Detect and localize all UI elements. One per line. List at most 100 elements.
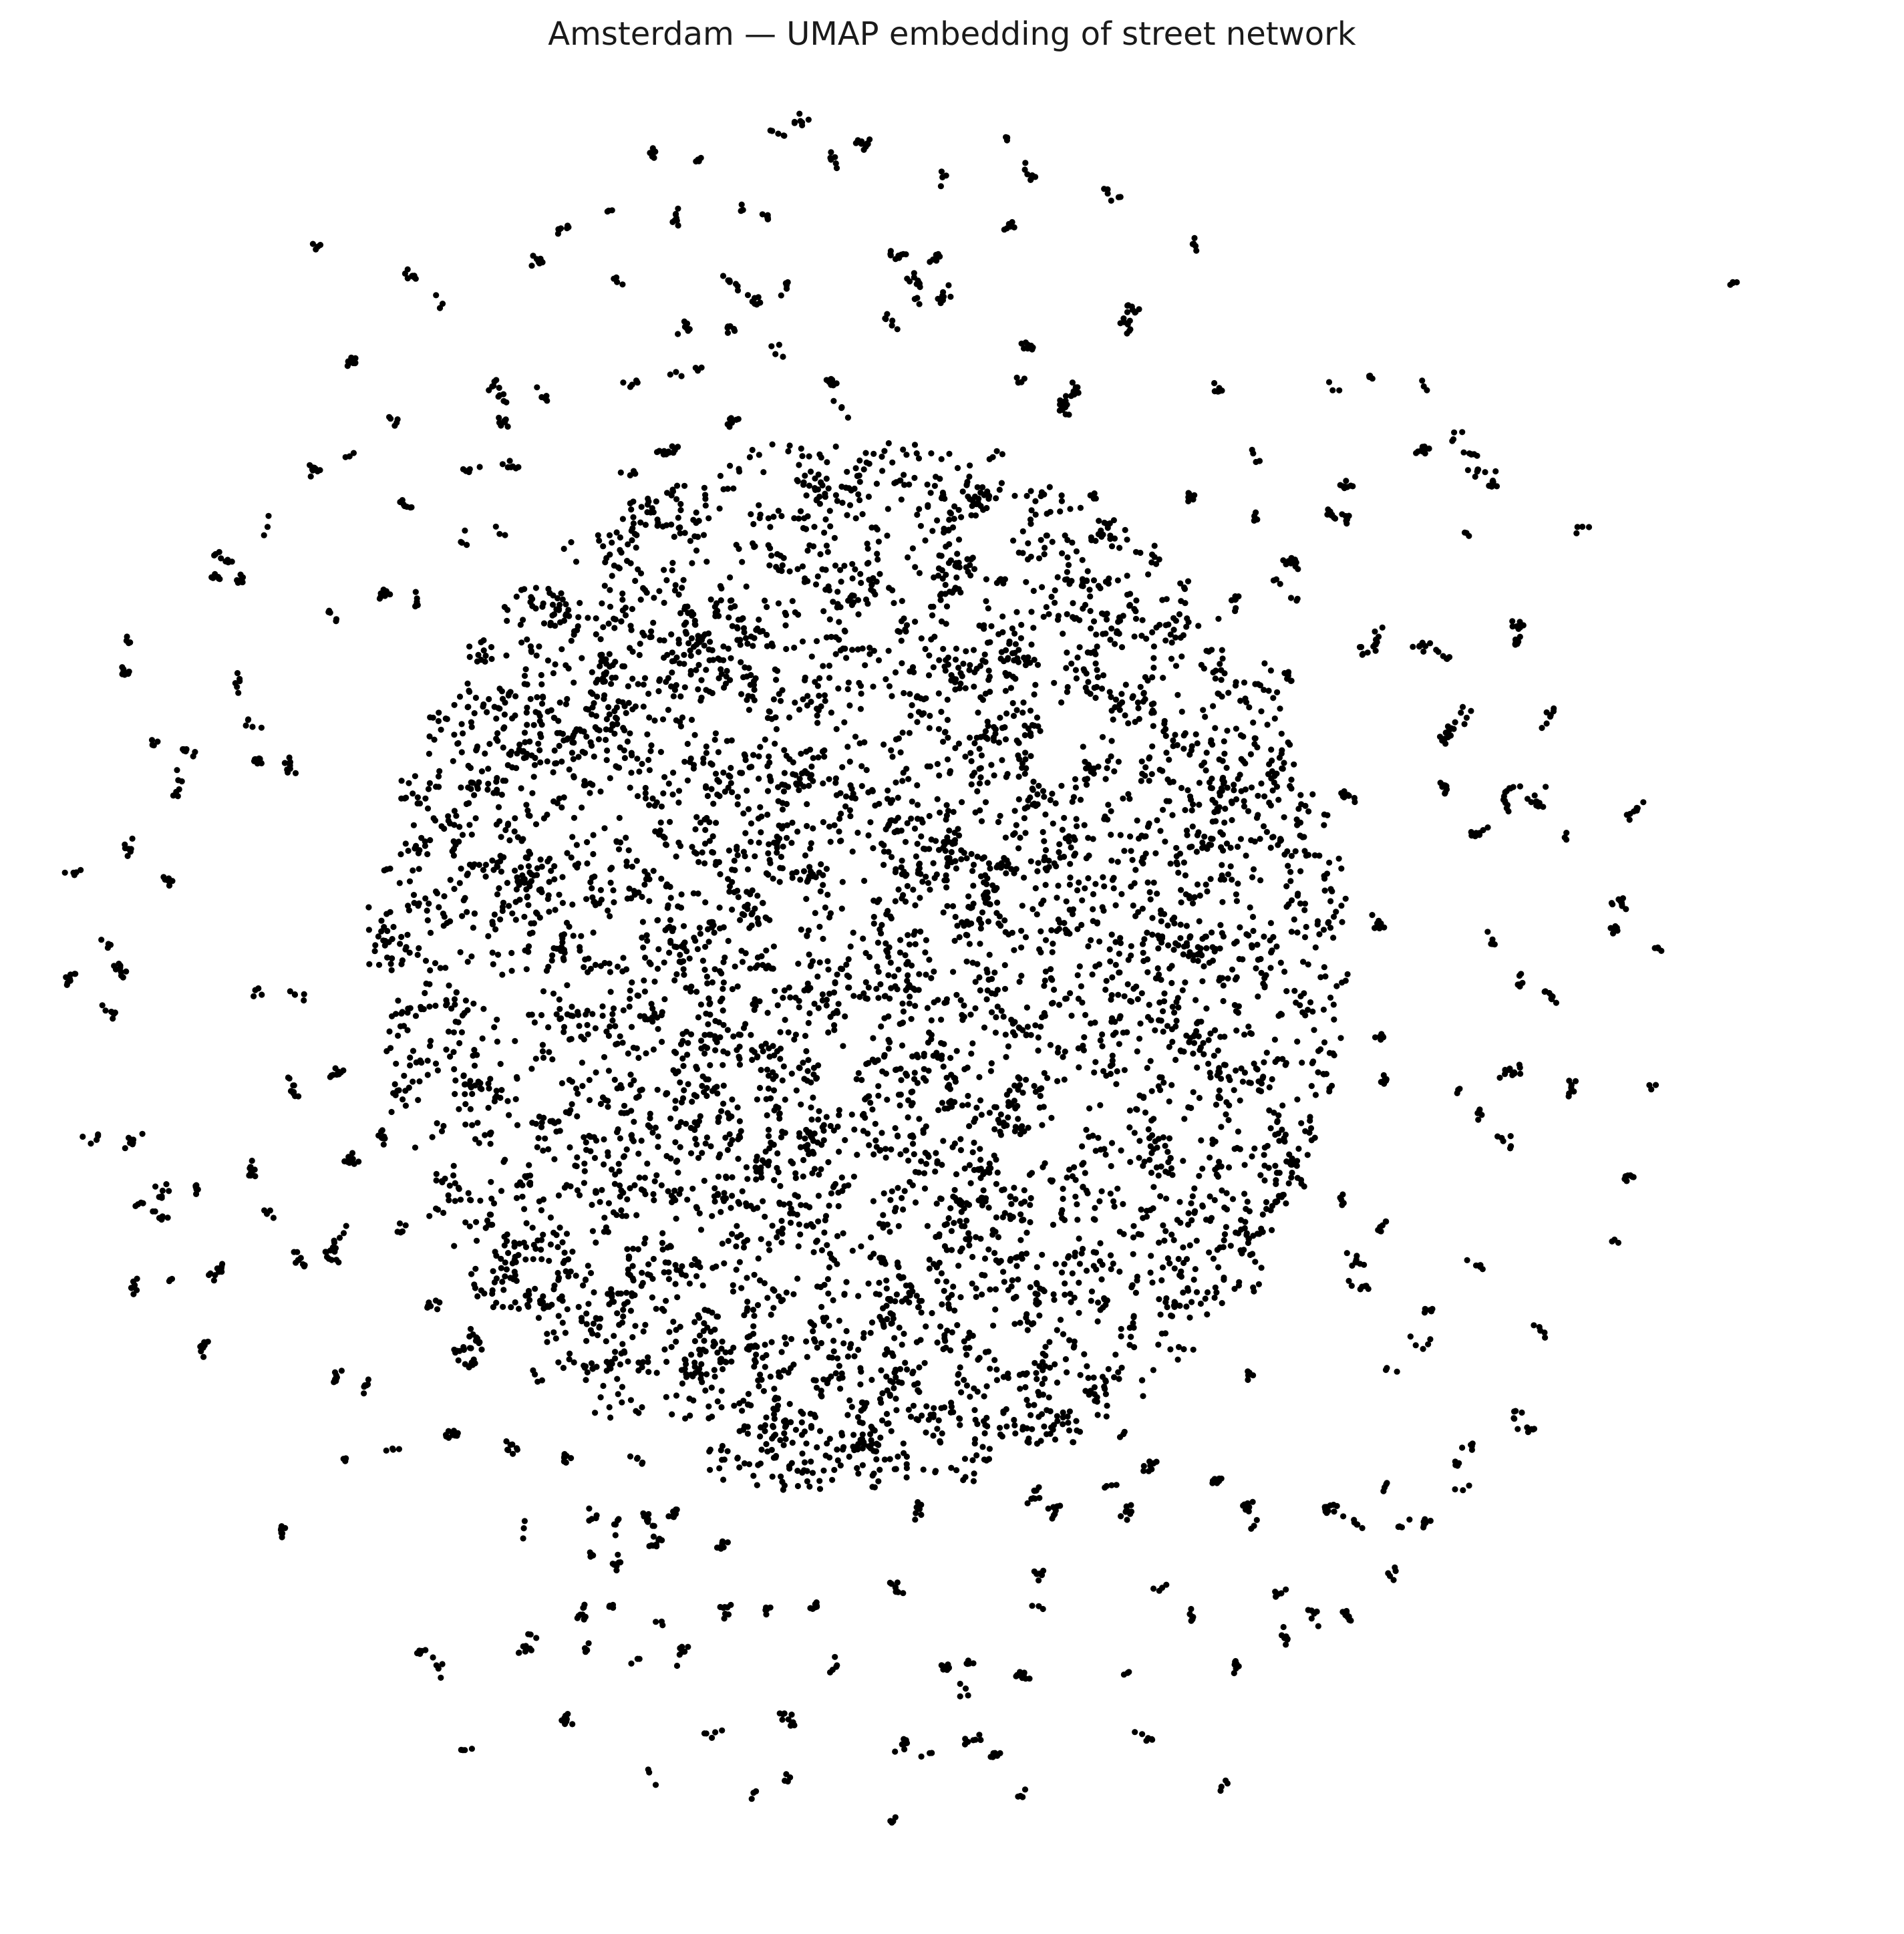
scatter-point bbox=[905, 1157, 912, 1164]
scatter-point bbox=[559, 646, 565, 653]
scatter-point bbox=[557, 1128, 563, 1134]
scatter-point bbox=[616, 1168, 623, 1174]
scatter-point bbox=[649, 1275, 656, 1282]
scatter-point bbox=[1046, 1339, 1053, 1345]
scatter-point bbox=[880, 1225, 887, 1231]
scatter-point bbox=[581, 1362, 587, 1369]
scatter-point bbox=[895, 1184, 901, 1191]
scatter-point bbox=[697, 1001, 704, 1008]
scatter-point bbox=[623, 862, 630, 869]
scatter-point bbox=[1017, 834, 1023, 841]
scatter-point bbox=[1005, 1375, 1011, 1382]
scatter-point bbox=[1180, 951, 1186, 958]
scatter-point bbox=[771, 1386, 778, 1392]
scatter-point bbox=[1083, 1267, 1090, 1274]
scatter-point bbox=[689, 1261, 695, 1269]
scatter-point bbox=[969, 1040, 976, 1047]
scatter-point bbox=[1055, 1045, 1062, 1052]
scatter-point bbox=[1066, 1166, 1073, 1173]
scatter-point bbox=[468, 831, 475, 838]
scatter-point bbox=[1166, 798, 1172, 804]
scatter-point bbox=[898, 827, 905, 834]
scatter-point bbox=[511, 1269, 518, 1275]
scatter-point bbox=[750, 1323, 757, 1329]
scatter-point bbox=[634, 756, 641, 762]
scatter-point bbox=[603, 726, 609, 733]
scatter-point bbox=[422, 989, 428, 997]
scatter-point bbox=[720, 1100, 727, 1107]
scatter-point bbox=[531, 762, 538, 768]
scatter-point bbox=[1074, 1427, 1080, 1434]
scatter-point bbox=[695, 1118, 703, 1124]
scatter-point bbox=[395, 997, 402, 1004]
scatter-point bbox=[899, 778, 906, 784]
scatter-point bbox=[434, 1120, 440, 1126]
scatter-point bbox=[944, 903, 951, 909]
scatter-point bbox=[1259, 1229, 1266, 1235]
scatter-point bbox=[380, 937, 387, 944]
scatter-point bbox=[548, 707, 554, 713]
scatter-point bbox=[1013, 609, 1020, 615]
scatter-point bbox=[406, 780, 412, 786]
scatter-point bbox=[843, 961, 850, 968]
scatter-point bbox=[693, 814, 700, 820]
scatter-point bbox=[775, 784, 782, 790]
scatter-point bbox=[1101, 816, 1108, 822]
scatter-point bbox=[389, 936, 395, 943]
scatter-point bbox=[691, 1126, 698, 1133]
scatter-point bbox=[746, 764, 753, 771]
scatter-point bbox=[451, 886, 458, 893]
scatter-point bbox=[826, 1322, 832, 1329]
scatter-point bbox=[711, 929, 718, 936]
scatter-point bbox=[580, 1282, 587, 1289]
scatter-point bbox=[1263, 1050, 1270, 1056]
scatter-point bbox=[735, 617, 742, 623]
scatter-point bbox=[625, 1358, 631, 1365]
scatter-point bbox=[770, 1141, 777, 1148]
scatter-point bbox=[937, 1323, 944, 1330]
scatter-point bbox=[1298, 1180, 1305, 1187]
scatter-point bbox=[1304, 1152, 1311, 1158]
scatter-point bbox=[1241, 1225, 1248, 1232]
scatter-point bbox=[930, 664, 937, 671]
scatter-point bbox=[816, 1108, 822, 1114]
scatter-point bbox=[506, 837, 513, 844]
scatter-point bbox=[1279, 747, 1285, 754]
scatter-point bbox=[693, 1141, 700, 1148]
scatter-point bbox=[1233, 1027, 1240, 1034]
scatter-point bbox=[891, 973, 898, 980]
scatter-point bbox=[1067, 1291, 1074, 1297]
scatter-point bbox=[1288, 1174, 1295, 1181]
scatter-point bbox=[1078, 1250, 1085, 1257]
scatter-point bbox=[887, 1456, 893, 1462]
scatter-point bbox=[809, 958, 816, 965]
scatter-point bbox=[397, 941, 404, 947]
scatter-point bbox=[1183, 923, 1190, 929]
scatter-point bbox=[725, 645, 732, 652]
scatter-point bbox=[841, 562, 848, 569]
scatter-point bbox=[561, 545, 567, 552]
scatter-point bbox=[1255, 1078, 1262, 1085]
scatter-point bbox=[445, 817, 452, 824]
scatter-point bbox=[1283, 1200, 1289, 1206]
scatter-point bbox=[606, 711, 613, 717]
scatter-point bbox=[681, 1365, 688, 1372]
scatter-point bbox=[575, 1011, 582, 1018]
scatter-point bbox=[613, 1212, 620, 1219]
scatter-point bbox=[700, 532, 707, 538]
scatter-point bbox=[583, 1321, 590, 1327]
scatter-point bbox=[914, 719, 921, 726]
scatter-point bbox=[1225, 689, 1232, 696]
scatter-point bbox=[650, 619, 657, 626]
scatter-point bbox=[980, 1187, 987, 1194]
scatter-point bbox=[891, 600, 897, 607]
scatter-point bbox=[520, 617, 526, 623]
scatter-point bbox=[1190, 1050, 1197, 1057]
scatter-point bbox=[821, 754, 828, 760]
scatter-point bbox=[1068, 844, 1074, 851]
scatter-point bbox=[1046, 857, 1052, 864]
scatter-point bbox=[718, 1108, 725, 1114]
scatter-point bbox=[597, 788, 604, 795]
scatter-point bbox=[542, 1135, 548, 1142]
scatter-point bbox=[1130, 1223, 1137, 1229]
